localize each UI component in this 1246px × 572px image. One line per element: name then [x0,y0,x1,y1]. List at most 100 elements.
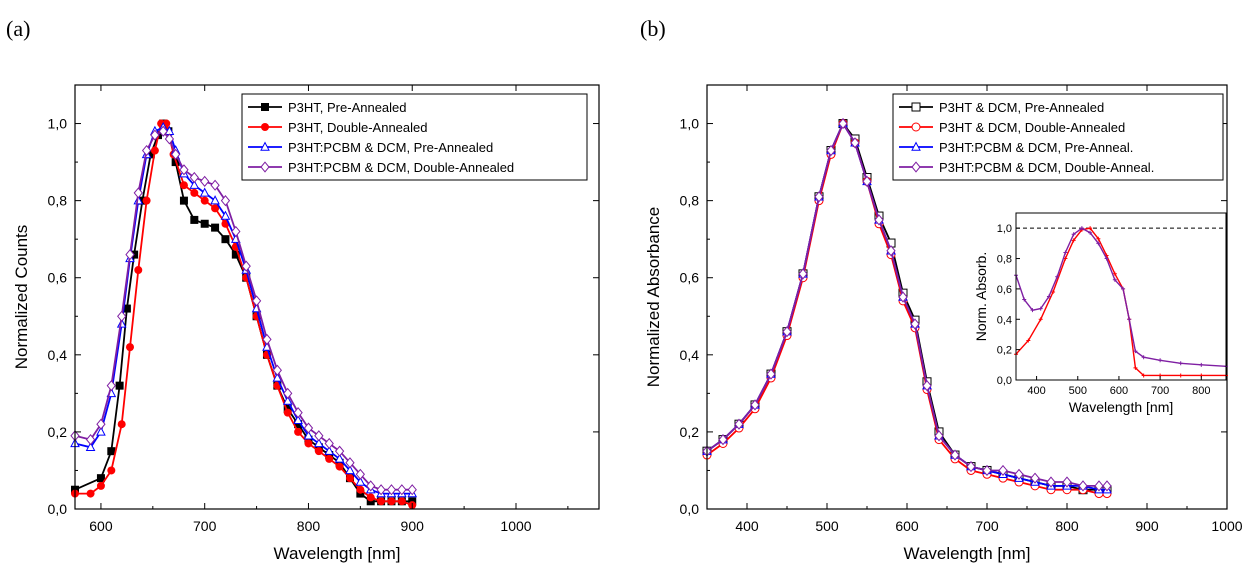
data-point [251,295,262,307]
data-point [96,481,105,490]
data-point [1062,476,1072,488]
data-point [345,474,354,483]
data-point [146,150,155,159]
data-point [366,480,376,492]
data-point [241,260,251,272]
panel-label: (a) [6,16,30,41]
legend-label: P3HT, Pre-Annealed [288,100,407,115]
data-point [85,441,96,452]
data-point [387,497,396,506]
legend-marker [911,102,921,112]
data-point [96,474,105,483]
data-point [199,187,210,197]
inset-y-tick-label: 0,8 [997,254,1012,266]
y-tick-label: 1,0 [680,116,700,132]
inset-data-point [1121,286,1126,291]
data-point [117,420,126,429]
x-tick-label: 800 [1055,518,1079,534]
data-point [1014,468,1024,480]
y-tick-label: 0,6 [48,270,68,286]
data-point [220,195,231,207]
data-point [366,493,375,502]
y-axis-title: Normalized Counts [12,225,31,370]
y-tick-label: 0,2 [680,424,700,440]
data-point [115,381,124,390]
data-point [190,215,199,224]
inset-data-point [1178,373,1183,378]
data-point [766,368,776,380]
data-point [334,453,345,463]
data-point [189,179,200,189]
data-point [334,445,345,457]
y-axis-title: Normalized Absorbance [644,207,663,387]
legend-label: P3HT:PCBM & DCM, Double-Annealed [288,160,514,175]
data-point [294,427,303,436]
data-point [210,179,220,191]
x-tick-label: 800 [297,518,321,534]
data-point [345,457,355,469]
y-tick-label: 0,8 [680,193,700,209]
data-point [750,399,760,411]
data-point [107,466,116,475]
legend-marker [911,161,921,173]
data-point [125,249,135,261]
inset-x-tick-label: 500 [1069,385,1087,397]
data-point [221,235,230,244]
data-point [158,125,168,137]
data-point [397,484,407,496]
data-point [179,164,189,176]
data-point [200,219,209,228]
data-point [141,144,152,157]
data-point [170,148,181,160]
panel-label: (b) [640,16,666,41]
inset-data-point [1199,362,1204,367]
inset-frame [1015,212,1227,381]
data-point [293,414,303,425]
data-point [874,214,884,226]
data-point [356,485,365,494]
inset-y-tick-label: 0,6 [997,284,1012,296]
data-point [85,434,96,446]
inset-x-tick-label: 800 [1192,385,1210,397]
data-point [1046,476,1056,488]
data-point [272,372,283,382]
x-axis-title: Wavelength [nm] [274,544,401,563]
data-point [814,191,824,203]
data-point [304,439,313,448]
series-4 [702,117,1112,492]
inset-data-point [1141,355,1146,360]
data-point [718,434,728,446]
data-point [966,461,976,473]
legend-box [241,93,588,181]
data-point [138,196,147,205]
legend-marker [260,161,270,173]
data-point [142,196,151,205]
data-point [355,468,365,480]
data-point [898,291,908,303]
legend-label: P3HT, Double-Annealed [288,120,427,135]
data-point [272,364,282,376]
data-point [211,204,220,213]
data-point [283,387,293,399]
y-tick-label: 0,0 [48,501,68,517]
plot-frame [706,84,1228,510]
x-tick-label: 600 [89,518,113,534]
data-point [231,225,241,238]
x-tick-label: 400 [735,518,759,534]
y-tick-label: 0,4 [48,347,68,363]
data-point [210,195,220,205]
panel-a-chart: (a) 600 700 800 900 1000 0,0 0,2 0,4 0,6 0,8 1,0 Wav… [6,16,600,563]
inset-data-point [1079,226,1084,231]
x-tick-label: 700 [975,518,999,534]
data-point [150,146,159,155]
legend-label: P3HT & DCM, Pre-Annealed [939,100,1104,115]
x-tick-label: 600 [895,518,919,534]
x-tick-label: 900 [401,518,425,534]
data-point [164,133,175,145]
inset-data-point [1133,349,1138,354]
data-point [950,449,960,461]
inset-y-tick-label: 1,0 [997,223,1012,235]
data-point [1030,472,1040,484]
data-point [303,422,314,434]
